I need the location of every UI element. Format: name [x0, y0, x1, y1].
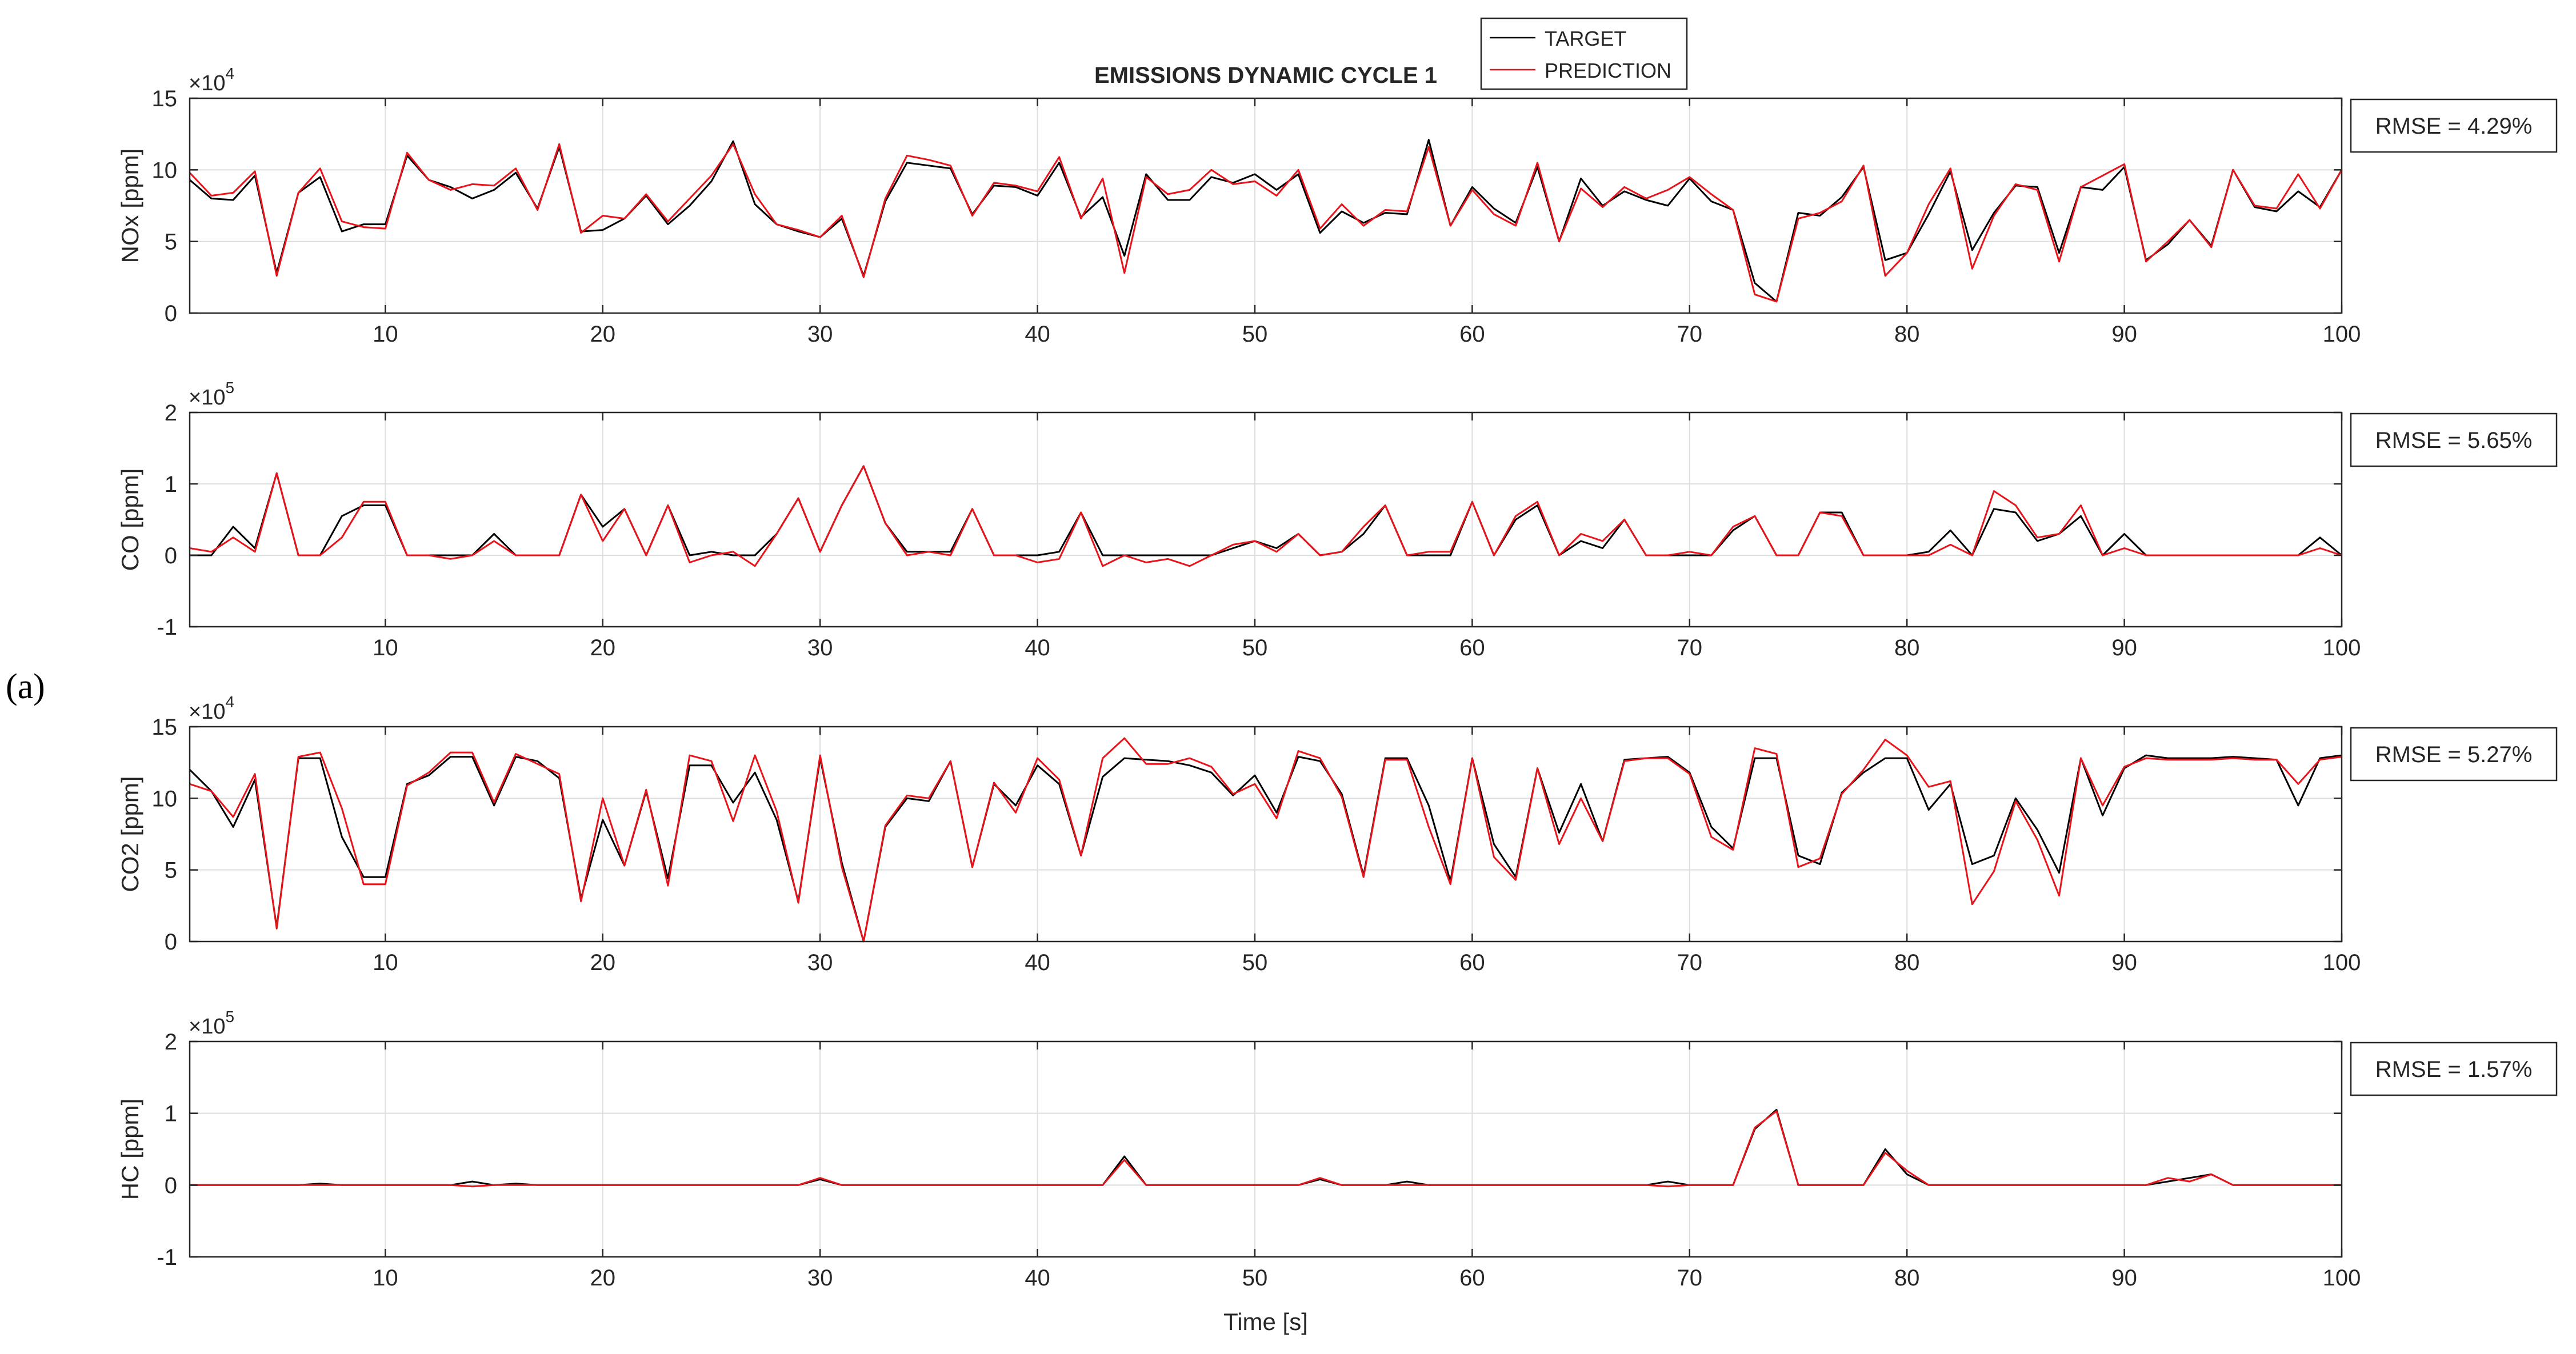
x-tick-label: 100	[2323, 950, 2361, 975]
x-tick-label: 90	[2111, 1265, 2137, 1291]
rmse-box	[2350, 727, 2558, 782]
x-tick-label: 50	[1242, 1265, 1268, 1291]
legend: TARGET PREDICTION	[1480, 17, 1688, 90]
x-tick-label: 20	[590, 1265, 616, 1291]
x-tick-label: 90	[2111, 635, 2137, 660]
plot-area	[190, 98, 2342, 313]
y-tick-label: 1	[165, 472, 177, 497]
series-line-prediction	[189, 737, 2342, 943]
x-tick-label: 60	[1459, 1265, 1485, 1291]
x-tick-label: 40	[1025, 950, 1050, 975]
y-axis-label: CO [ppm]	[117, 468, 143, 571]
series-line-prediction	[190, 1110, 2342, 1188]
x-tick-label: 80	[1894, 322, 1920, 347]
y-tick-label: -1	[157, 1245, 177, 1270]
x-tick-label: 90	[2111, 322, 2137, 347]
y-tick-label: 1	[165, 1101, 177, 1127]
legend-label-target: TARGET	[1545, 27, 1626, 50]
y-tick-label: 10	[152, 158, 178, 183]
y-tick-label: 15	[152, 86, 178, 111]
x-tick-label: 60	[1459, 635, 1485, 660]
x-tick-label: 70	[1677, 950, 1703, 975]
x-tick-label: 100	[2323, 1265, 2361, 1291]
x-tick-label: 10	[373, 950, 398, 975]
x-tick-label: 60	[1459, 950, 1485, 975]
x-tick-label: 100	[2323, 635, 2361, 660]
axes-frame	[189, 1040, 2343, 1258]
x-tick-label: 60	[1459, 322, 1485, 347]
x-tick-label: 80	[1894, 635, 1920, 660]
x-tick-label: 10	[373, 322, 398, 347]
x-axis-label: Time [s]	[1223, 1308, 1308, 1335]
rmse-label: RMSE = 1.57%	[2375, 1057, 2533, 1082]
x-tick-label: 90	[2111, 950, 2137, 975]
y-tick-label: 0	[165, 930, 177, 955]
x-tick-label: 70	[1677, 635, 1703, 660]
x-tick-label: 50	[1242, 635, 1268, 660]
axes-frame	[189, 411, 2343, 628]
y-tick-label: 10	[152, 786, 178, 811]
rmse-box	[2350, 1041, 2558, 1096]
legend-label-prediction: PREDICTION	[1545, 59, 1671, 82]
y-tick-label: 15	[152, 715, 178, 740]
x-tick-label: 80	[1894, 950, 1920, 975]
y-axis-label: CO2 [ppm]	[117, 776, 143, 892]
y-axis-label: HC [ppm]	[117, 1099, 143, 1200]
plot-area	[190, 412, 2342, 627]
axes-frame	[189, 97, 2343, 314]
y-tick-label: 5	[165, 230, 177, 255]
y-tick-label: 2	[165, 400, 177, 426]
x-tick-label: 40	[1025, 635, 1050, 660]
y-tick-label: 2	[165, 1029, 177, 1055]
x-tick-label: 20	[590, 950, 616, 975]
x-tick-label: 10	[373, 635, 398, 660]
rmse-label: RMSE = 4.29%	[2375, 114, 2533, 139]
y-tick-label: -1	[157, 615, 177, 640]
figure-title: EMISSIONS DYNAMIC CYCLE 1	[1094, 63, 1437, 88]
x-tick-label: 40	[1025, 322, 1050, 347]
x-tick-label: 10	[373, 1265, 398, 1291]
x-tick-label: 30	[807, 635, 833, 660]
x-tick-label: 100	[2323, 322, 2361, 347]
y-tick-label: 0	[165, 543, 177, 568]
x-tick-label: 30	[807, 1265, 833, 1291]
x-tick-label: 70	[1677, 1265, 1703, 1291]
x-tick-label: 50	[1242, 950, 1268, 975]
y-tick-label: 0	[165, 301, 177, 326]
x-tick-label: 70	[1677, 322, 1703, 347]
x-tick-label: 50	[1242, 322, 1268, 347]
panel-label: (a)	[6, 667, 45, 706]
plot-area	[190, 1041, 2342, 1257]
x-tick-label: 20	[590, 322, 616, 347]
x-tick-label: 80	[1894, 1265, 1920, 1291]
y-axis-label: NOx [ppm]	[117, 149, 143, 263]
plot-area	[190, 727, 2342, 942]
axes-frame	[189, 726, 2343, 943]
x-tick-label: 40	[1025, 1265, 1050, 1291]
rmse-box	[2350, 412, 2558, 467]
rmse-box	[2350, 98, 2558, 153]
legend-box	[1480, 17, 1688, 90]
x-tick-label: 30	[807, 950, 833, 975]
x-tick-label: 30	[807, 322, 833, 347]
series-line-prediction	[189, 465, 2342, 567]
rmse-label: RMSE = 5.65%	[2375, 428, 2533, 453]
y-tick-label: 5	[165, 858, 177, 883]
rmse-label: RMSE = 5.27%	[2375, 742, 2533, 767]
y-tick-label: 0	[165, 1173, 177, 1198]
series-line-prediction	[189, 143, 2343, 303]
x-tick-label: 20	[590, 635, 616, 660]
